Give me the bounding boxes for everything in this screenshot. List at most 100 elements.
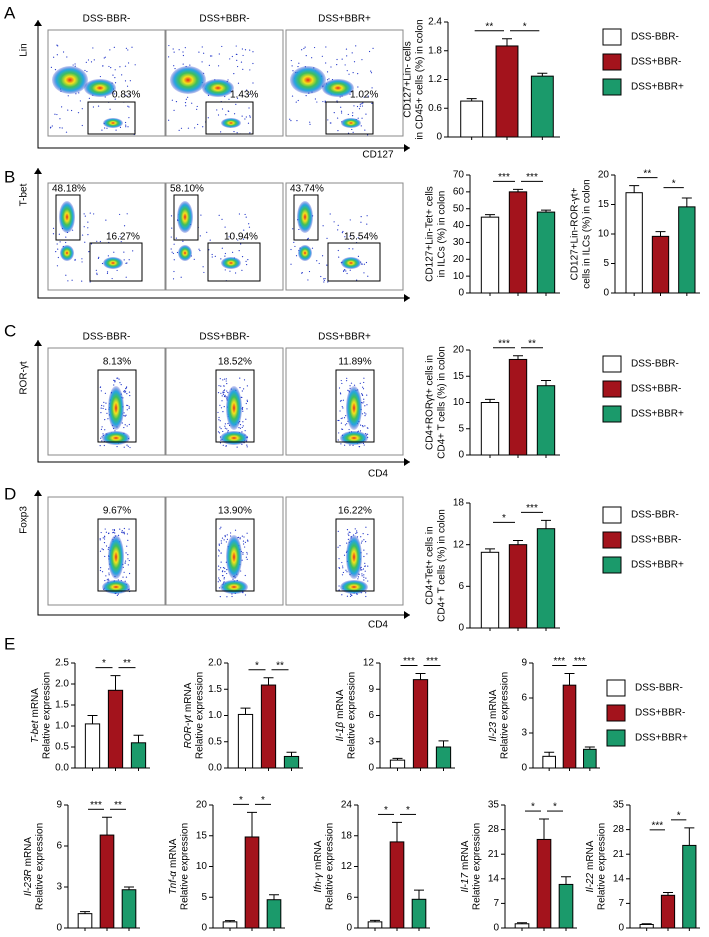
event-dot [123, 259, 125, 261]
significance-label: *** [574, 656, 586, 667]
event-dot [307, 279, 309, 281]
event-dot [221, 108, 224, 110]
event-dot [333, 221, 335, 223]
event-dot [86, 70, 88, 73]
event-dot [242, 406, 244, 409]
event-dot [221, 218, 223, 220]
event-dot [316, 260, 318, 262]
bar [514, 923, 530, 929]
event-dot [244, 594, 247, 596]
event-dot [105, 402, 107, 404]
gate [327, 242, 381, 282]
event-dot [246, 558, 248, 560]
density-blob [84, 79, 116, 97]
event-dot [116, 594, 118, 596]
legend-label: DSS+BBR+ [635, 733, 688, 744]
density-blob [221, 257, 241, 269]
event-dot [314, 98, 316, 100]
event-dot [232, 251, 234, 253]
event-dot [128, 406, 130, 408]
significance-label: ** [485, 21, 493, 32]
event-dot [121, 422, 123, 424]
event-dot [322, 100, 324, 103]
event-dot [56, 113, 58, 116]
event-dot [349, 385, 351, 387]
event-dot [348, 428, 350, 431]
event-dot [126, 262, 128, 264]
event-dot [365, 541, 367, 543]
event-dot [121, 530, 123, 532]
event-dot [226, 382, 228, 385]
event-dot [203, 52, 205, 54]
event-dot [245, 263, 248, 266]
event-dot [170, 215, 173, 217]
event-dot [362, 568, 365, 570]
event-dot [56, 243, 58, 245]
event-dot [311, 57, 313, 59]
event-dot [357, 86, 359, 88]
legend-label: DSS+BBR- [631, 57, 681, 68]
event-dot [129, 446, 131, 449]
event-dot [124, 424, 126, 426]
event-dot [128, 117, 130, 119]
event-dot [356, 105, 359, 108]
event-dot [225, 541, 227, 543]
event-dot [104, 579, 106, 582]
bar [562, 684, 577, 769]
y-tick-label: 7 [618, 898, 624, 909]
event-dot [325, 46, 327, 48]
significance-label: *** [498, 338, 510, 349]
event-dot [108, 232, 110, 234]
y-tick-label: 0.6 [428, 103, 442, 114]
event-dot [348, 531, 350, 533]
event-dot [226, 538, 229, 541]
significance-label: ** [123, 658, 131, 669]
event-dot [114, 98, 116, 100]
event-dot [56, 54, 58, 56]
event-dot [211, 55, 213, 57]
event-dot [202, 266, 204, 268]
event-dot [296, 120, 298, 122]
event-dot [242, 68, 244, 70]
column-title: DSS+BBR- [199, 332, 249, 343]
event-dot [245, 556, 247, 558]
event-dot [323, 278, 325, 280]
y-axis-label: cells in ILCs (%) in colon [582, 179, 593, 288]
event-dot [352, 72, 354, 74]
event-dot [305, 95, 307, 97]
event-dot [290, 248, 292, 251]
event-dot [231, 595, 233, 598]
event-dot [170, 236, 172, 238]
event-dot [247, 122, 250, 124]
event-dot [352, 112, 354, 114]
event-dot [371, 87, 373, 89]
y-axis-label: CD127+Lin- cells [403, 41, 414, 117]
event-dot [337, 530, 339, 532]
event-dot [336, 117, 339, 119]
gene-name: ROR-γt [183, 714, 194, 749]
event-dot [217, 411, 219, 414]
event-dot [365, 413, 367, 415]
event-dot [365, 113, 367, 115]
event-dot [349, 593, 352, 595]
y-tick-label: 12 [363, 658, 375, 669]
event-dot [109, 108, 111, 110]
event-dot [361, 103, 363, 105]
y-axis-label-part: mRNA [488, 689, 499, 719]
event-dot [120, 240, 122, 243]
event-dot [291, 95, 294, 97]
y-tick-label: 24 [341, 800, 353, 811]
error-bar [517, 922, 527, 924]
event-dot [341, 574, 344, 576]
event-dot [244, 213, 246, 216]
event-dot [113, 531, 115, 533]
event-dot [231, 55, 233, 58]
event-dot [340, 112, 343, 114]
event-dot [211, 253, 213, 256]
event-dot [185, 98, 187, 100]
event-dot [233, 113, 236, 115]
event-dot [209, 239, 211, 241]
y-tick-label: 0 [493, 923, 499, 934]
event-dot [180, 276, 182, 278]
gate-percent: 1.02% [350, 90, 378, 101]
